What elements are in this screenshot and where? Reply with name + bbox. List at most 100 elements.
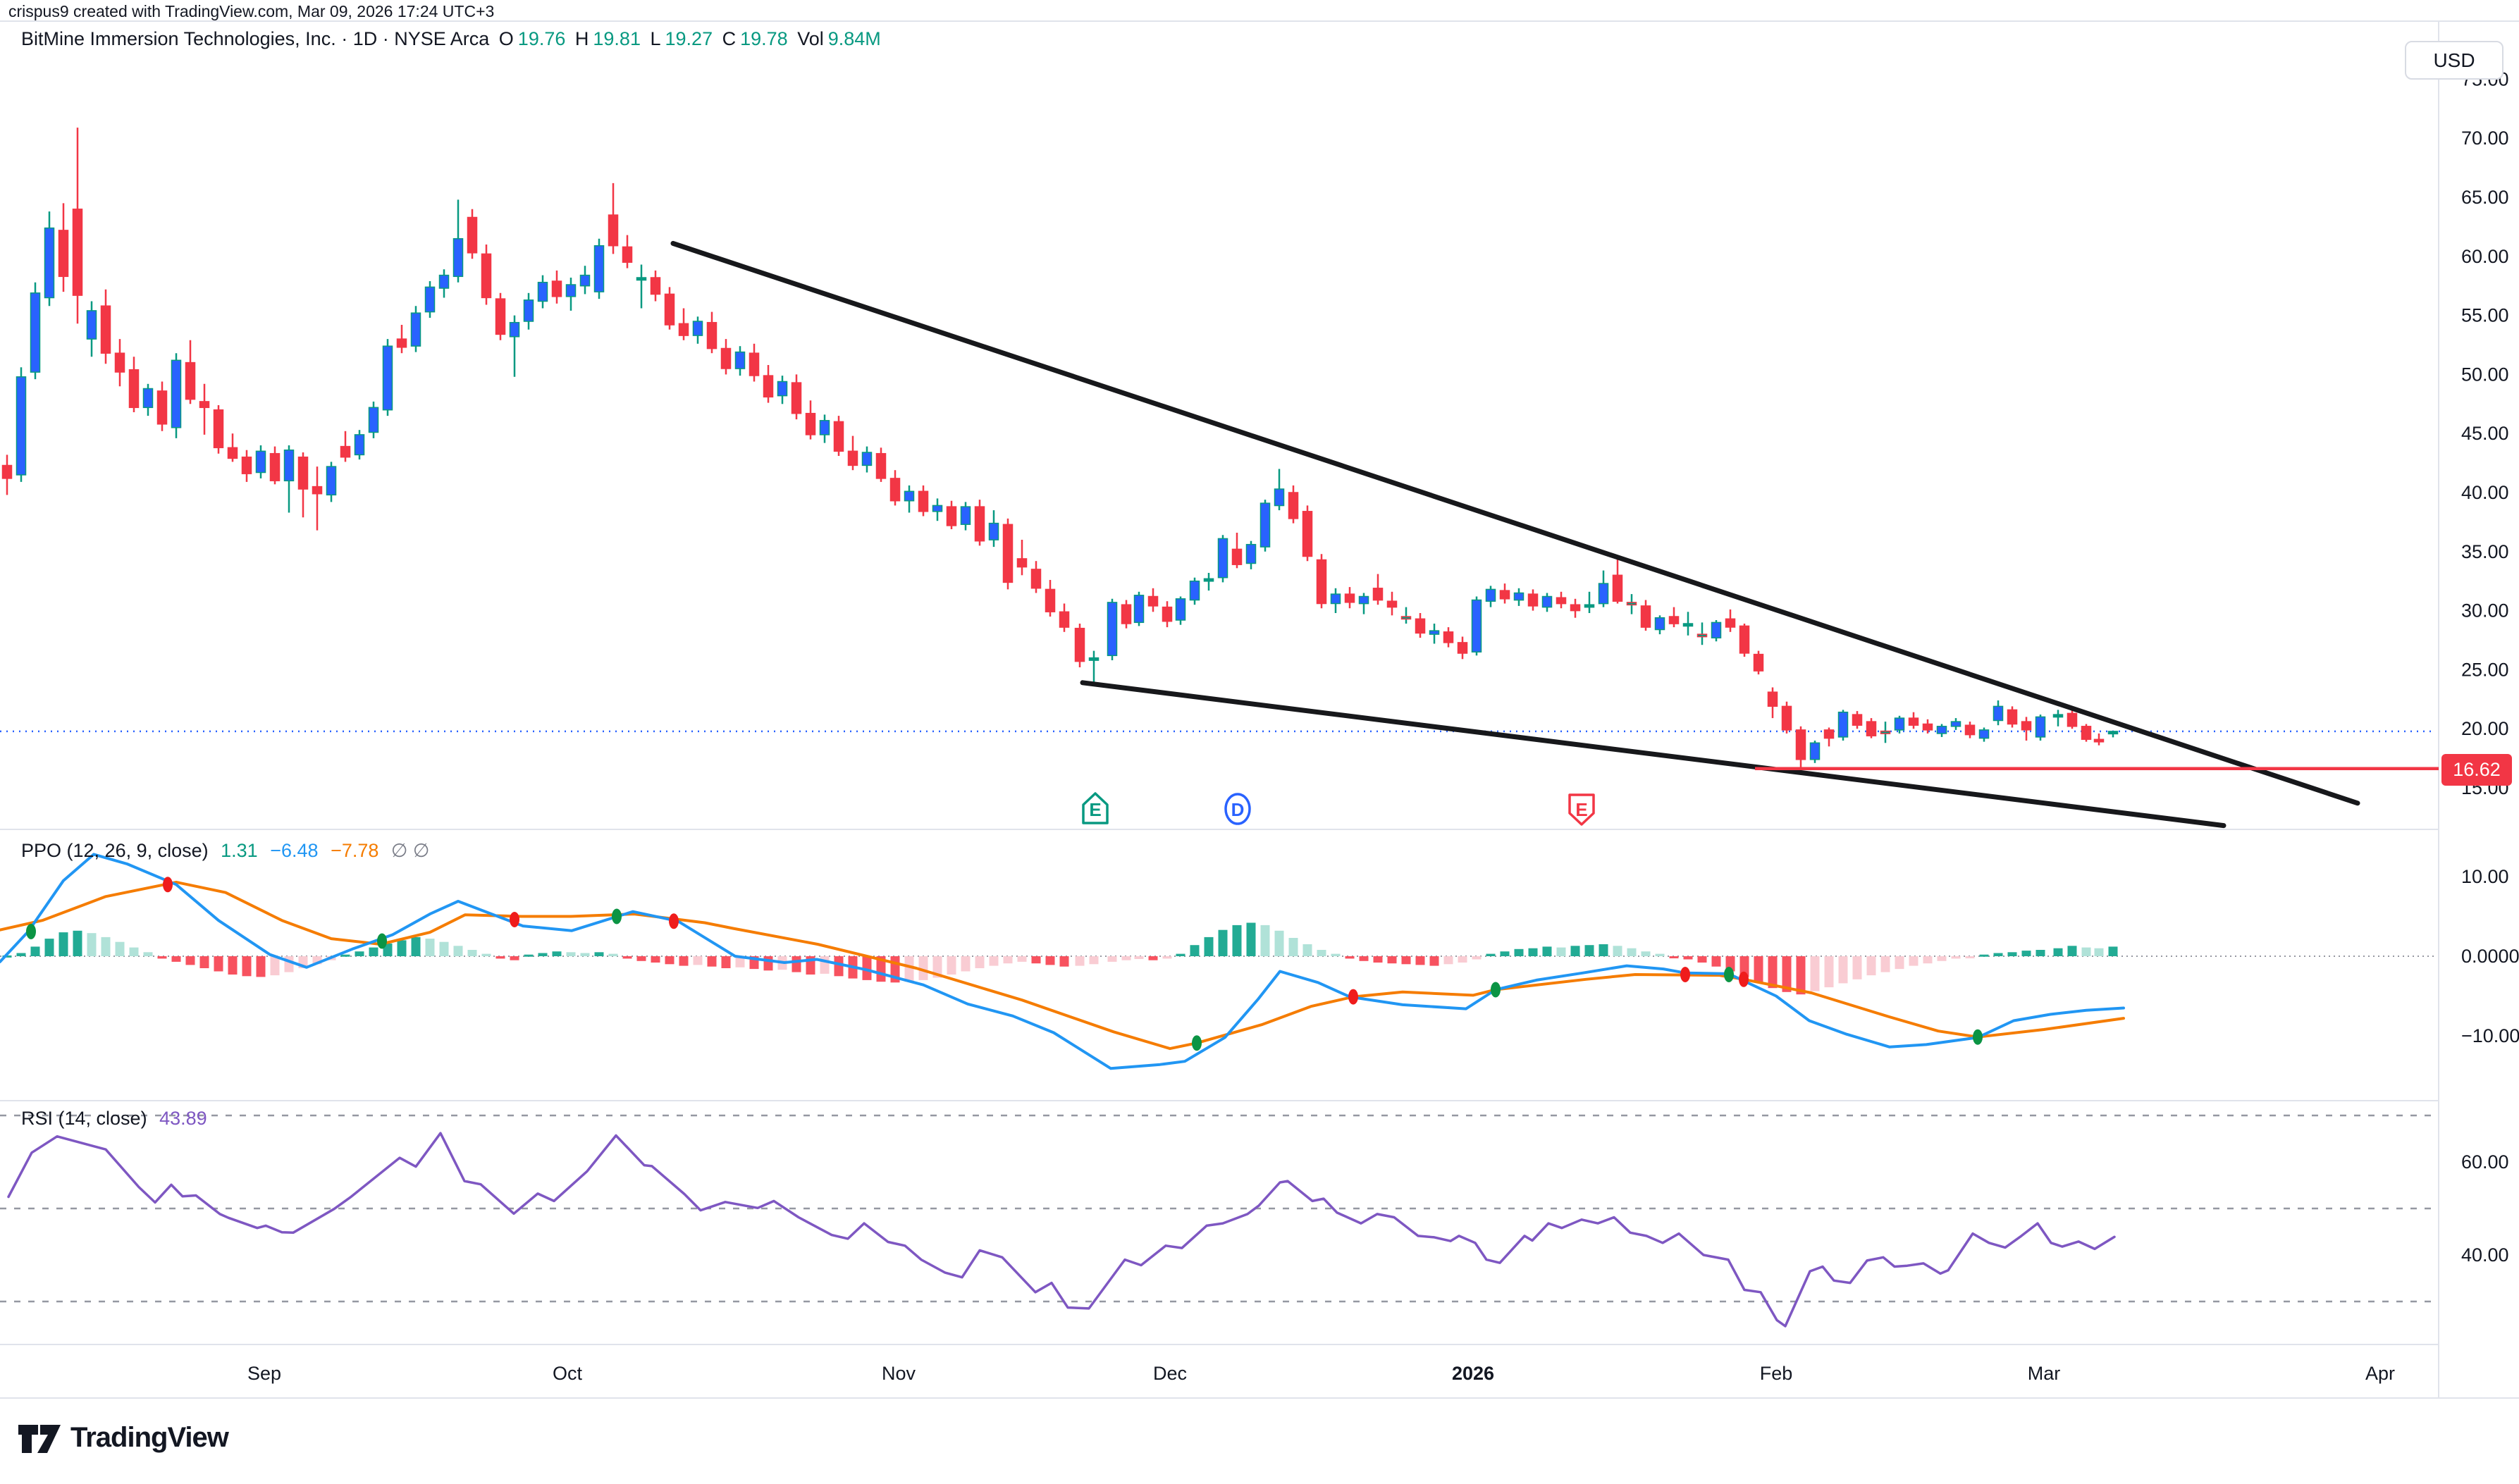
ohlc-low-value: 19.27 <box>665 28 713 49</box>
candle <box>16 367 27 482</box>
svg-text:60.00: 60.00 <box>2461 246 2509 267</box>
candle <box>283 445 295 513</box>
candle <box>1443 627 1454 648</box>
candle <box>438 269 450 298</box>
candle <box>171 353 182 438</box>
svg-text:40.00: 40.00 <box>2461 1244 2509 1266</box>
ppo-source-icons[interactable]: ∅ ∅ <box>390 840 430 861</box>
candle <box>537 275 548 309</box>
ohlc-high-label: H <box>574 28 589 49</box>
rsi-axis-labels[interactable]: 60.00 40.00 <box>2461 1151 2509 1266</box>
ppo-line <box>0 853 2125 1070</box>
currency-button[interactable]: USD <box>2405 41 2503 80</box>
svg-text:Dec: Dec <box>1153 1363 1187 1384</box>
earnings-badge-icon[interactable]: E <box>1568 793 1595 826</box>
svg-text:E: E <box>1575 799 1587 820</box>
candle <box>1570 598 1581 618</box>
candle <box>2007 706 2018 728</box>
candle <box>410 306 421 352</box>
rsi-title[interactable]: RSI (14, close) <box>21 1108 147 1129</box>
rsi-line <box>7 1132 2116 1328</box>
candle <box>128 357 140 412</box>
ppo-axis-labels[interactable]: 10.00 0.0000 −10.00 <box>2461 866 2519 1046</box>
tradingview-logo-text: TradingView <box>70 1421 229 1453</box>
dividend-badge-icon[interactable]: D <box>1224 793 1251 825</box>
svg-text:20.00: 20.00 <box>2461 718 2509 739</box>
candle <box>1767 687 1778 719</box>
candle <box>1121 600 1132 629</box>
candle <box>650 270 661 302</box>
svg-text:0.0000: 0.0000 <box>2461 946 2519 967</box>
pane-separators <box>0 20 2519 1399</box>
candlestick-series[interactable] <box>1 128 2119 769</box>
symbol-title[interactable]: BitMine Immersion Technologies, Inc. · 1… <box>21 28 490 49</box>
candle <box>452 199 464 283</box>
candle <box>1513 588 1525 606</box>
svg-text:Oct: Oct <box>553 1363 583 1384</box>
candle <box>312 466 323 531</box>
candle <box>1612 558 1623 604</box>
symbol-header[interactable]: BitMine Immersion Technologies, Inc. · 1… <box>21 28 885 50</box>
candle <box>185 340 196 404</box>
svg-text:Mar: Mar <box>2028 1363 2061 1384</box>
time-axis-labels[interactable]: Sep Oct Nov Dec 2026 Feb Mar Apr <box>247 1363 2395 1384</box>
tradingview-logo[interactable]: TradingView <box>17 1415 229 1460</box>
candle <box>2021 717 2032 741</box>
candle <box>1457 636 1468 660</box>
candle <box>1781 701 1792 734</box>
rsi-pane-header[interactable]: RSI (14, close) 43.89 <box>21 1108 214 1130</box>
candle <box>2107 731 2119 738</box>
candle <box>1922 719 1933 734</box>
candle <box>199 383 210 435</box>
candle <box>1696 622 1708 645</box>
ppo-histogram <box>2 922 2118 995</box>
ppo-signal-value: −7.78 <box>331 840 379 861</box>
candle <box>1330 588 1341 613</box>
volume-value: 9.84M <box>827 28 881 49</box>
candle <box>509 315 520 377</box>
trendlines[interactable] <box>670 240 2360 829</box>
svg-text:Feb: Feb <box>1760 1363 1793 1384</box>
candle <box>2052 710 2064 726</box>
candle <box>1809 741 1821 763</box>
candle <box>142 383 154 416</box>
ppo-title[interactable]: PPO (12, 26, 9, close) <box>21 840 209 861</box>
candle <box>1739 624 1750 657</box>
candle <box>1059 603 1070 632</box>
candle <box>1217 535 1228 583</box>
svg-text:Apr: Apr <box>2365 1363 2395 1384</box>
candle <box>495 292 506 340</box>
candle <box>734 346 746 376</box>
candle <box>904 485 915 513</box>
candle <box>1485 586 1496 607</box>
svg-text:D: D <box>1231 799 1245 820</box>
candle <box>1964 722 1976 738</box>
candle <box>706 311 717 354</box>
candle <box>1598 570 1609 607</box>
svg-text:55.00: 55.00 <box>2461 305 2509 326</box>
tradingview-logo-icon <box>18 1425 61 1453</box>
price-axis-labels[interactable]: 75.0070.0065.0060.0055.0050.0045.0040.00… <box>2461 68 2509 798</box>
candle <box>481 245 492 305</box>
candle <box>44 211 55 307</box>
ohlc-low-label: L <box>650 28 661 49</box>
svg-text:35.00: 35.00 <box>2461 541 2509 562</box>
candle <box>86 301 97 357</box>
candle <box>1852 711 1863 729</box>
candle <box>988 510 999 548</box>
earnings-badge-icon[interactable]: E <box>1082 792 1109 824</box>
ppo-cross-dots <box>26 877 1983 1051</box>
candle <box>1725 609 1736 632</box>
svg-text:60.00: 60.00 <box>2461 1151 2509 1173</box>
candle <box>1316 554 1327 609</box>
ppo-pane-header[interactable]: PPO (12, 26, 9, close) 1.31 −6.48 −7.78 … <box>21 840 436 862</box>
svg-text:Sep: Sep <box>247 1363 281 1384</box>
candle <box>1074 624 1085 667</box>
svg-text:50.00: 50.00 <box>2461 364 2509 385</box>
rsi-band-lines <box>0 1114 2435 1303</box>
candle <box>2081 724 2092 742</box>
candle <box>1668 607 1680 628</box>
svg-text:Nov: Nov <box>882 1363 916 1384</box>
